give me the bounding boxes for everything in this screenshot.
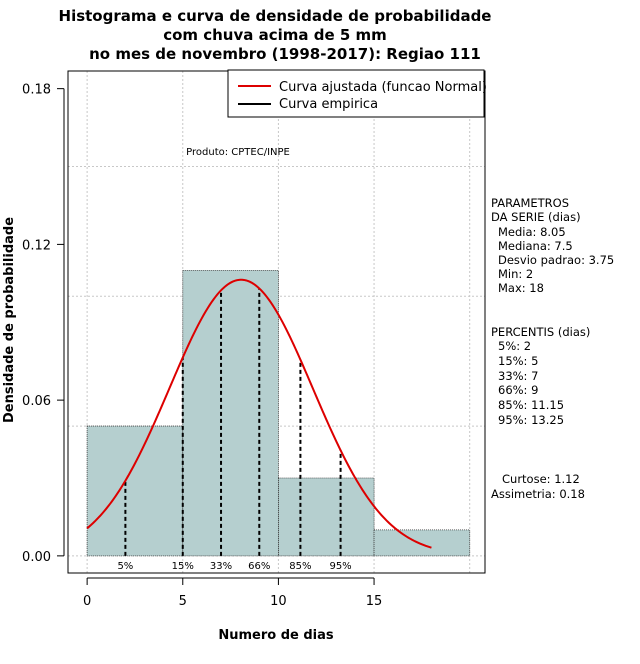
legend: Curva ajustada (funcao Normal) Curva emp…: [227, 69, 487, 118]
product-label: Produto: CPTEC/INPE: [186, 147, 290, 158]
params-title-2: DA SERIE (dias): [491, 210, 581, 224]
title-line-3: no mes de novembro (1998-2017): Regiao 1…: [89, 45, 481, 63]
y-tick-label: 0.18: [22, 83, 51, 98]
param-min: Min: 2: [498, 267, 533, 281]
percentile-label: 66%: [248, 561, 270, 572]
percentil-85: 85%: 11.15: [498, 398, 564, 412]
percentile-label: 5%: [117, 561, 133, 572]
param-mediana: Mediana: 7.5: [498, 239, 573, 253]
legend-fitted-label: Curva ajustada (funcao Normal): [279, 80, 487, 95]
percentil-95: 95%: 13.25: [498, 413, 564, 427]
percentile-label: 33%: [210, 561, 232, 572]
param-desvio: Desvio padrao: 3.75: [498, 253, 614, 267]
params-title-1: PARAMETROS: [491, 196, 569, 210]
histogram-bar: [373, 529, 471, 557]
x-tick-label: 15: [366, 594, 383, 609]
percentile-label: 15%: [172, 561, 194, 572]
histogram-bar: [278, 477, 375, 557]
percentis-title: PERCENTIS (dias): [491, 325, 590, 339]
histogram-bars: [86, 269, 471, 557]
side-panel: PARAMETROS DA SERIE (dias) Media: 8.05 M…: [491, 196, 614, 501]
percentil-66: 66%: 9: [498, 383, 538, 397]
assimetria-value: Assimetria: 0.18: [491, 487, 585, 501]
chart-title: Histograma e curva de densidade de proba…: [59, 7, 492, 63]
x-tick-label: 10: [270, 594, 287, 609]
legend-empirical-label: Curva empirica: [279, 97, 378, 112]
percentil-33: 33%: 7: [498, 369, 538, 383]
param-media: Media: 8.05: [498, 225, 566, 239]
percentile-labels: 5% 15% 33% 66% 85% 95%: [117, 561, 351, 572]
percentile-lines: [124, 288, 342, 556]
percentile-label: 85%: [289, 561, 311, 572]
param-max: Max: 18: [498, 281, 544, 295]
histogram-bar: [86, 425, 184, 557]
y-axis: 0.00 0.06 0.12 0.18: [22, 83, 65, 565]
y-tick-label: 0.06: [22, 394, 51, 409]
x-tick-label: 5: [179, 594, 187, 609]
x-axis-title: Numero de dias: [218, 628, 334, 643]
y-axis-title: Densidade de probabilidade: [2, 217, 17, 423]
y-tick-label: 0.00: [22, 550, 51, 565]
x-axis: 0 5 10 15: [83, 577, 383, 609]
fitted-curve-layer: [86, 278, 432, 549]
histogram-bar: [182, 269, 279, 557]
y-tick-label: 0.12: [22, 238, 51, 253]
percentil-5: 5%: 2: [498, 339, 531, 353]
x-tick-label: 0: [83, 594, 91, 609]
title-line-1: Histograma e curva de densidade de proba…: [59, 7, 492, 25]
percentil-15: 15%: 5: [498, 354, 538, 368]
legend-box: [227, 69, 485, 118]
title-line-2: com chuva acima de 5 mm: [163, 26, 387, 44]
percentile-label: 95%: [329, 561, 351, 572]
fitted-normal-curve: [86, 278, 432, 549]
curtose-value: Curtose: 1.12: [502, 472, 580, 486]
